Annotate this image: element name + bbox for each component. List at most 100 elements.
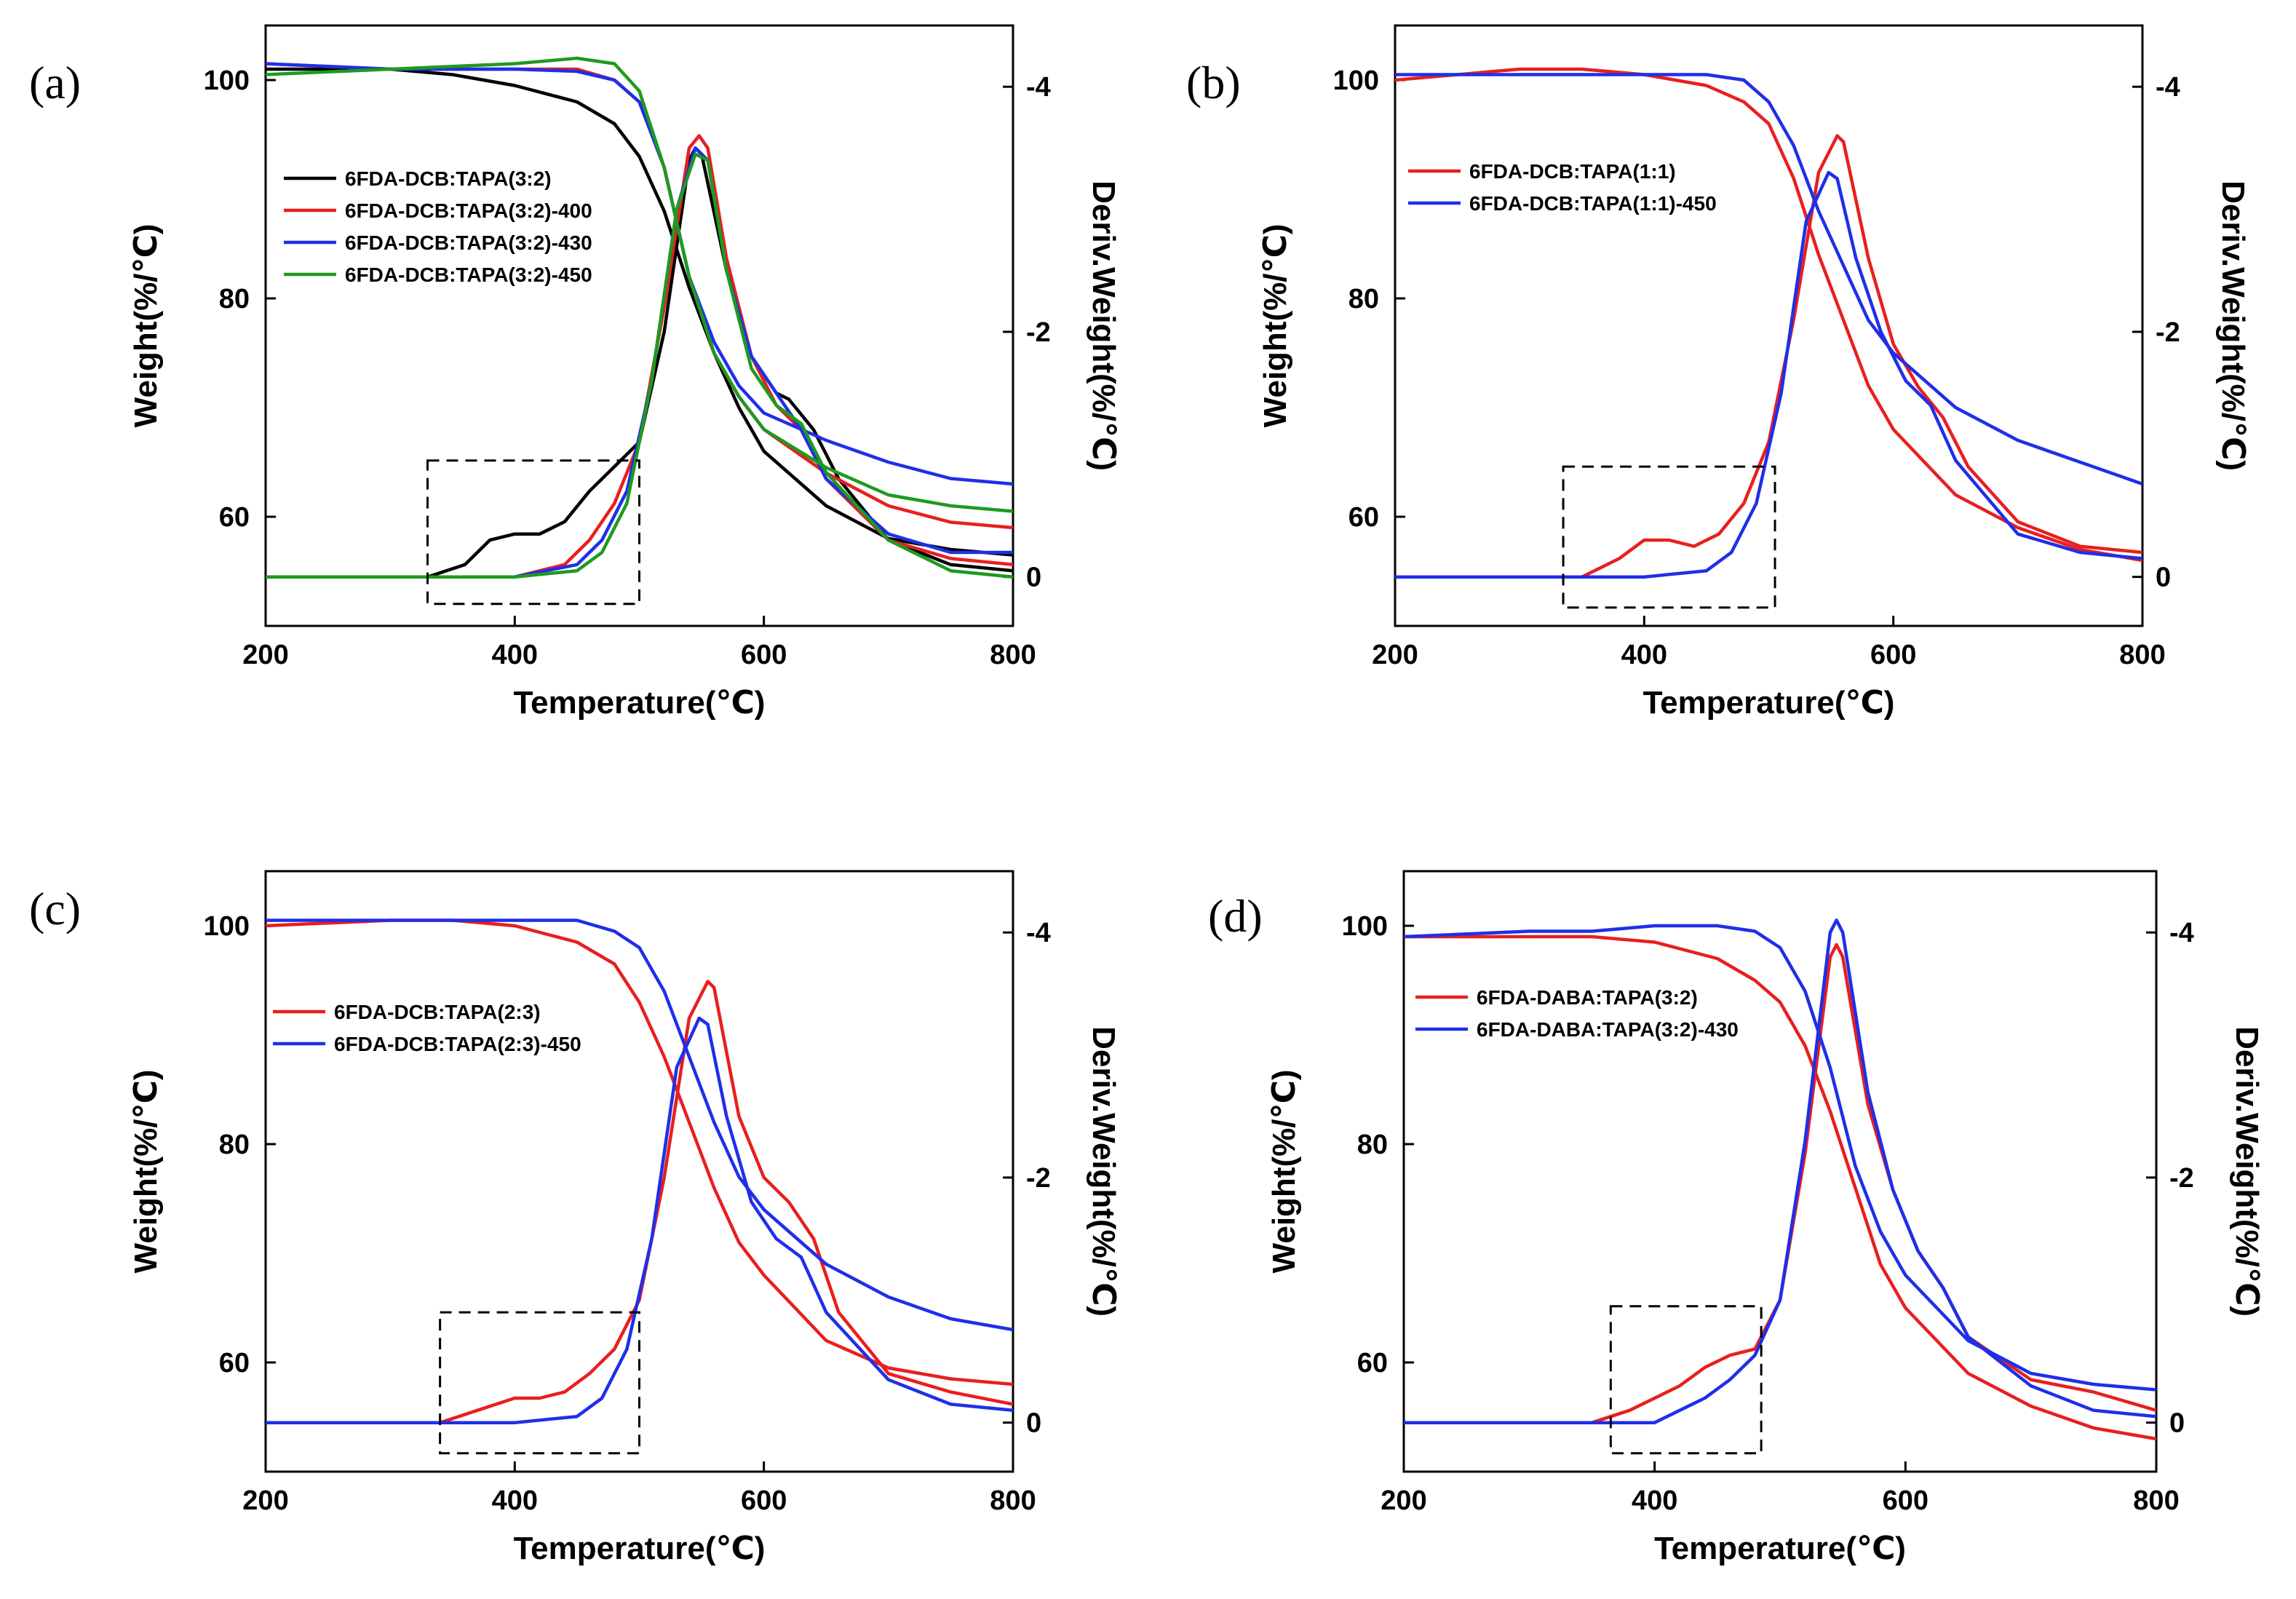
x-tick-label: 800 <box>990 1485 1036 1516</box>
legend-entry: 6FDA-DABA:TAPA(3:2) <box>1477 986 1698 1009</box>
x-tick-label: 600 <box>1883 1485 1928 1516</box>
weight-curve-1 <box>266 62 1013 530</box>
plot-frame <box>264 870 1014 1473</box>
y2-axis-title: Deriv.Weight(%/℃) <box>2215 180 2251 471</box>
deriv-curve-0 <box>1404 943 2156 1424</box>
legend-entry: 6FDA-DCB:TAPA(1:1) <box>1469 160 1676 183</box>
y2-tick-label: -4 <box>1026 72 1051 103</box>
curves <box>1404 918 2156 1441</box>
x-tick-label: 200 <box>1381 1485 1426 1516</box>
panel-label: (c) <box>29 883 81 935</box>
deriv-curve-2 <box>266 146 1013 579</box>
plot-frame <box>1394 24 2144 627</box>
legend-entry: 6FDA-DCB:TAPA(2:3)-450 <box>334 1033 581 1055</box>
x-tick-label: 200 <box>242 640 288 670</box>
legend-entry: 6FDA-DCB:TAPA(2:3) <box>334 1001 541 1023</box>
dashed-inset-box <box>426 459 640 606</box>
weight-curve-0 <box>1404 935 2156 1441</box>
chart-panel-d: 200 400 600 800 60 80 100 0 -2 -4 Temperature(℃) We… <box>1208 870 2265 1566</box>
deriv-curve-0 <box>1395 134 2142 579</box>
legend-entry: 6FDA-DCB:TAPA(3:2)-400 <box>345 199 592 222</box>
y2-tick-label: -2 <box>1026 1163 1051 1194</box>
y2-axis-title: Deriv.Weight(%/℃) <box>2229 1026 2265 1317</box>
x-tick-label: 600 <box>741 1485 787 1516</box>
weight-curve-3 <box>266 56 1013 513</box>
x-tick-label: 200 <box>1372 640 1418 670</box>
deriv-curve-1 <box>266 1016 1013 1424</box>
x-tick-label: 800 <box>990 640 1036 670</box>
curves <box>266 56 1013 579</box>
dashed-inset-box <box>1609 1305 1763 1455</box>
weight-curve-1 <box>1395 73 2142 486</box>
legend-entry: 6FDA-DABA:TAPA(3:2)-430 <box>1477 1018 1739 1041</box>
legend-entry: 6FDA-DCB:TAPA(1:1)-450 <box>1469 192 1717 215</box>
y-axis-title: Weight(%/℃) <box>1258 224 1293 428</box>
dashed-inset-box <box>439 1311 641 1455</box>
y2-tick-label: 0 <box>2169 1408 2185 1439</box>
panel-label: (b) <box>1186 57 1241 108</box>
weight-curve-0 <box>1395 67 2142 563</box>
panel-label: (a) <box>29 57 81 108</box>
y2-axis-title: Deriv.Weight(%/℃) <box>1086 1026 1121 1317</box>
y-tick-label: 80 <box>1348 284 1379 314</box>
y2-tick-label: -2 <box>2169 1163 2194 1194</box>
x-tick-label: 400 <box>1621 640 1667 670</box>
y-tick-label: 80 <box>1357 1130 1388 1160</box>
y-tick-label: 60 <box>1357 1348 1388 1378</box>
x-tick-label: 800 <box>2133 1485 2179 1516</box>
curves <box>1395 67 2142 579</box>
y2-tick-label: -4 <box>2156 72 2180 103</box>
x-axis-title: Temperature(℃) <box>514 1531 766 1566</box>
y2-axis-title: Deriv.Weight(%/℃) <box>1086 180 1121 471</box>
x-tick-label: 400 <box>1632 1485 1677 1516</box>
y2-tick-label: -2 <box>1026 317 1051 348</box>
y2-tick-label: 0 <box>1026 563 1041 593</box>
x-tick-label: 600 <box>1870 640 1916 670</box>
weight-curve-0 <box>266 918 1013 1386</box>
x-tick-label: 800 <box>2119 640 2165 670</box>
deriv-curve-1 <box>1395 170 2142 579</box>
y-tick-label: 80 <box>219 284 250 314</box>
chart-panel-c: 200 400 600 800 60 80 100 0 -2 -4 Temperature(℃) We… <box>29 870 1121 1566</box>
chart-panel-b: 200 400 600 800 60 80 100 0 -2 -4 Temperature(℃) We… <box>1186 24 2251 721</box>
deriv-curve-3 <box>266 152 1013 579</box>
legend: 6FDA-DABA:TAPA(3:2) 6FDA-DABA:TAPA(3:2)-4… <box>1415 986 1739 1041</box>
y-tick-label: 60 <box>219 502 250 533</box>
y2-tick-label: 0 <box>1026 1408 1041 1439</box>
y-tick-label: 100 <box>204 66 250 96</box>
weight-curve-1 <box>266 918 1013 1332</box>
y-axis-title: Weight(%/℃) <box>128 224 164 428</box>
x-axis-title: Temperature(℃) <box>1643 685 1895 721</box>
legend: 6FDA-DCB:TAPA(2:3) 6FDA-DCB:TAPA(2:3)-450 <box>273 1001 581 1055</box>
legend-entry: 6FDA-DCB:TAPA(3:2)-450 <box>345 263 592 286</box>
plot-frame <box>1402 870 2158 1473</box>
x-tick-label: 200 <box>242 1485 288 1516</box>
y2-tick-label: -2 <box>2156 317 2180 348</box>
y-tick-label: 80 <box>219 1130 250 1160</box>
panel-label: (d) <box>1208 890 1263 942</box>
deriv-curve-0 <box>266 980 1013 1424</box>
y-tick-label: 60 <box>219 1348 250 1378</box>
dashed-inset-box <box>1562 465 1776 609</box>
y-axis-title: Weight(%/℃) <box>128 1070 164 1274</box>
y2-tick-label: -4 <box>1026 918 1051 948</box>
y-tick-label: 60 <box>1348 502 1379 533</box>
legend: 6FDA-DCB:TAPA(1:1) 6FDA-DCB:TAPA(1:1)-450 <box>1408 160 1717 215</box>
x-tick-label: 400 <box>492 640 538 670</box>
y-axis-title: Weight(%/℃) <box>1266 1070 1302 1274</box>
y-tick-label: 100 <box>1342 911 1388 942</box>
x-tick-label: 600 <box>741 640 787 670</box>
y2-tick-label: 0 <box>2156 563 2171 593</box>
legend-entry: 6FDA-DCB:TAPA(3:2)-430 <box>345 231 592 254</box>
y-tick-label: 100 <box>1333 66 1379 96</box>
y-tick-label: 100 <box>204 911 250 942</box>
x-axis-title: Temperature(℃) <box>1654 1531 1906 1566</box>
curves <box>266 918 1013 1424</box>
x-tick-label: 400 <box>492 1485 538 1516</box>
legend-entry: 6FDA-DCB:TAPA(3:2) <box>345 167 552 190</box>
deriv-curve-1 <box>1404 918 2156 1424</box>
plot-frame <box>264 24 1014 627</box>
x-axis-title: Temperature(℃) <box>514 685 766 721</box>
y2-tick-label: -4 <box>2169 918 2194 948</box>
